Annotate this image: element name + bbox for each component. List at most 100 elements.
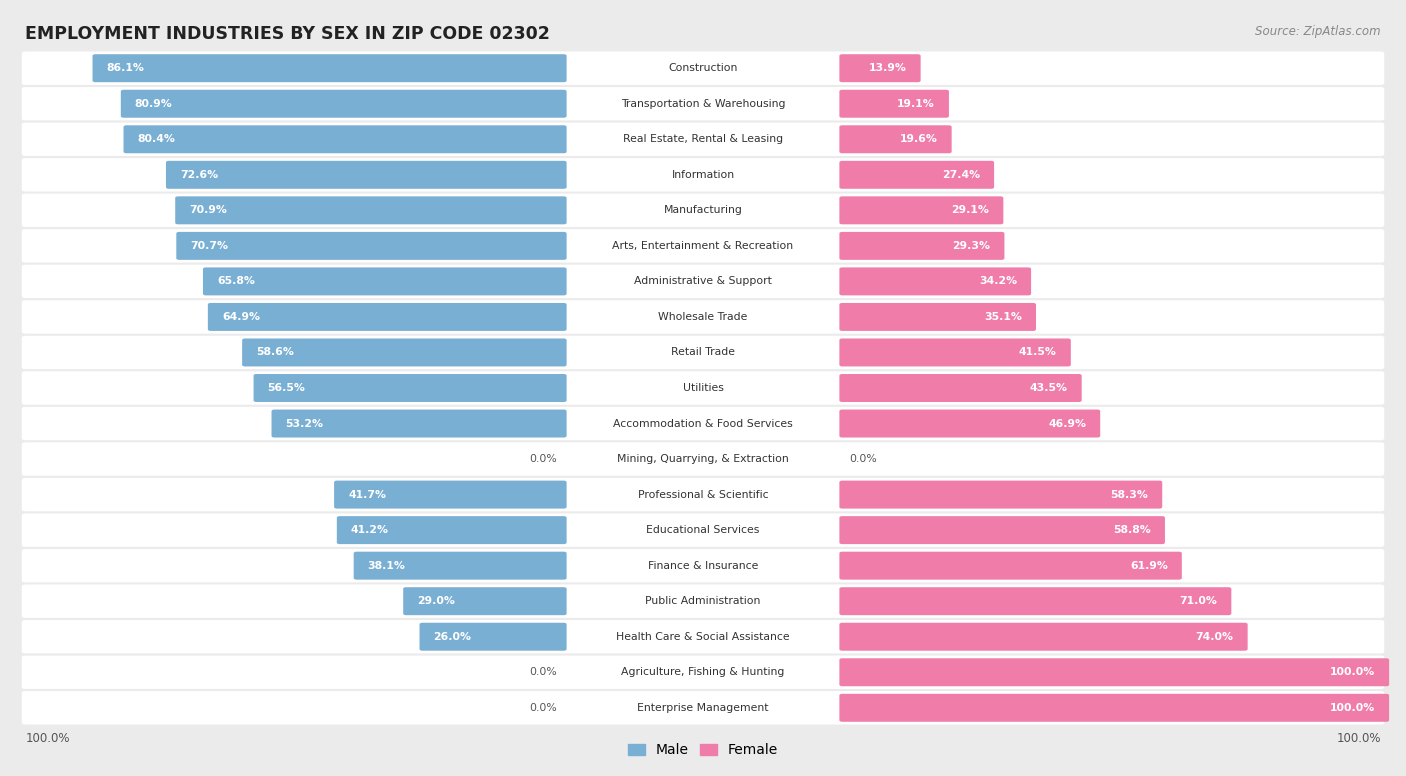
- FancyBboxPatch shape: [839, 480, 1163, 508]
- FancyBboxPatch shape: [839, 303, 1036, 331]
- Text: 70.9%: 70.9%: [190, 206, 228, 215]
- FancyBboxPatch shape: [335, 480, 567, 508]
- Text: 74.0%: 74.0%: [1195, 632, 1233, 642]
- Text: 100.0%: 100.0%: [1330, 703, 1375, 713]
- Text: 19.1%: 19.1%: [897, 99, 935, 109]
- Text: 0.0%: 0.0%: [529, 703, 557, 713]
- FancyBboxPatch shape: [242, 338, 567, 366]
- FancyBboxPatch shape: [21, 691, 1384, 725]
- Text: 29.3%: 29.3%: [952, 241, 990, 251]
- FancyBboxPatch shape: [21, 300, 1384, 334]
- Text: 58.6%: 58.6%: [256, 348, 294, 358]
- FancyBboxPatch shape: [354, 552, 567, 580]
- FancyBboxPatch shape: [21, 229, 1384, 262]
- Text: 27.4%: 27.4%: [942, 170, 980, 180]
- Text: 41.7%: 41.7%: [349, 490, 387, 500]
- Text: 53.2%: 53.2%: [285, 418, 323, 428]
- FancyBboxPatch shape: [21, 620, 1384, 653]
- Text: Agriculture, Fishing & Hunting: Agriculture, Fishing & Hunting: [621, 667, 785, 677]
- Text: 26.0%: 26.0%: [433, 632, 471, 642]
- Text: 0.0%: 0.0%: [849, 454, 877, 464]
- Text: Finance & Insurance: Finance & Insurance: [648, 561, 758, 570]
- FancyBboxPatch shape: [202, 268, 567, 296]
- FancyBboxPatch shape: [419, 622, 567, 651]
- FancyBboxPatch shape: [21, 407, 1384, 440]
- Text: 100.0%: 100.0%: [25, 733, 70, 745]
- FancyBboxPatch shape: [839, 54, 921, 82]
- Text: 41.5%: 41.5%: [1019, 348, 1057, 358]
- Text: 64.9%: 64.9%: [222, 312, 260, 322]
- Text: EMPLOYMENT INDUSTRIES BY SEX IN ZIP CODE 02302: EMPLOYMENT INDUSTRIES BY SEX IN ZIP CODE…: [25, 25, 550, 43]
- FancyBboxPatch shape: [839, 196, 1004, 224]
- Text: 0.0%: 0.0%: [529, 667, 557, 677]
- FancyBboxPatch shape: [21, 549, 1384, 582]
- FancyBboxPatch shape: [21, 336, 1384, 369]
- Text: Utilities: Utilities: [682, 383, 724, 393]
- FancyBboxPatch shape: [21, 371, 1384, 405]
- FancyBboxPatch shape: [21, 87, 1384, 120]
- Text: 34.2%: 34.2%: [979, 276, 1017, 286]
- Text: 80.4%: 80.4%: [138, 134, 176, 144]
- FancyBboxPatch shape: [404, 587, 567, 615]
- FancyBboxPatch shape: [839, 622, 1247, 651]
- Text: 29.1%: 29.1%: [952, 206, 990, 215]
- FancyBboxPatch shape: [208, 303, 567, 331]
- Text: Professional & Scientific: Professional & Scientific: [638, 490, 768, 500]
- FancyBboxPatch shape: [21, 514, 1384, 547]
- Text: Health Care & Social Assistance: Health Care & Social Assistance: [616, 632, 790, 642]
- Text: 58.8%: 58.8%: [1114, 525, 1152, 535]
- Text: Educational Services: Educational Services: [647, 525, 759, 535]
- FancyBboxPatch shape: [176, 232, 567, 260]
- Text: 86.1%: 86.1%: [107, 63, 145, 73]
- Text: Public Administration: Public Administration: [645, 596, 761, 606]
- Text: Manufacturing: Manufacturing: [664, 206, 742, 215]
- FancyBboxPatch shape: [21, 442, 1384, 476]
- Text: 41.2%: 41.2%: [352, 525, 389, 535]
- FancyBboxPatch shape: [21, 51, 1384, 85]
- Text: 56.5%: 56.5%: [267, 383, 305, 393]
- FancyBboxPatch shape: [93, 54, 567, 82]
- Text: 19.6%: 19.6%: [900, 134, 938, 144]
- Text: 46.9%: 46.9%: [1047, 418, 1087, 428]
- Text: 29.0%: 29.0%: [418, 596, 456, 606]
- Text: Retail Trade: Retail Trade: [671, 348, 735, 358]
- FancyBboxPatch shape: [839, 161, 994, 189]
- Text: 0.0%: 0.0%: [529, 454, 557, 464]
- Text: 100.0%: 100.0%: [1336, 733, 1381, 745]
- FancyBboxPatch shape: [21, 656, 1384, 689]
- FancyBboxPatch shape: [21, 478, 1384, 511]
- Text: Mining, Quarrying, & Extraction: Mining, Quarrying, & Extraction: [617, 454, 789, 464]
- FancyBboxPatch shape: [839, 90, 949, 118]
- FancyBboxPatch shape: [839, 374, 1081, 402]
- FancyBboxPatch shape: [839, 516, 1166, 544]
- Text: Real Estate, Rental & Leasing: Real Estate, Rental & Leasing: [623, 134, 783, 144]
- FancyBboxPatch shape: [21, 194, 1384, 227]
- Text: Wholesale Trade: Wholesale Trade: [658, 312, 748, 322]
- Text: 35.1%: 35.1%: [984, 312, 1022, 322]
- Text: Information: Information: [672, 170, 734, 180]
- FancyBboxPatch shape: [839, 232, 1004, 260]
- FancyBboxPatch shape: [839, 338, 1071, 366]
- Text: Construction: Construction: [668, 63, 738, 73]
- Text: 80.9%: 80.9%: [135, 99, 173, 109]
- FancyBboxPatch shape: [21, 265, 1384, 298]
- FancyBboxPatch shape: [839, 125, 952, 153]
- FancyBboxPatch shape: [21, 584, 1384, 618]
- Legend: Male, Female: Male, Female: [623, 738, 783, 763]
- Text: Transportation & Warehousing: Transportation & Warehousing: [621, 99, 785, 109]
- FancyBboxPatch shape: [124, 125, 567, 153]
- Text: Source: ZipAtlas.com: Source: ZipAtlas.com: [1256, 25, 1381, 38]
- FancyBboxPatch shape: [176, 196, 567, 224]
- Text: Arts, Entertainment & Recreation: Arts, Entertainment & Recreation: [613, 241, 793, 251]
- FancyBboxPatch shape: [271, 410, 567, 438]
- FancyBboxPatch shape: [839, 552, 1182, 580]
- Text: 38.1%: 38.1%: [368, 561, 405, 570]
- Text: 61.9%: 61.9%: [1130, 561, 1168, 570]
- FancyBboxPatch shape: [839, 410, 1101, 438]
- FancyBboxPatch shape: [839, 658, 1389, 686]
- FancyBboxPatch shape: [121, 90, 567, 118]
- Text: Enterprise Management: Enterprise Management: [637, 703, 769, 713]
- Text: 58.3%: 58.3%: [1111, 490, 1149, 500]
- FancyBboxPatch shape: [21, 123, 1384, 156]
- Text: Administrative & Support: Administrative & Support: [634, 276, 772, 286]
